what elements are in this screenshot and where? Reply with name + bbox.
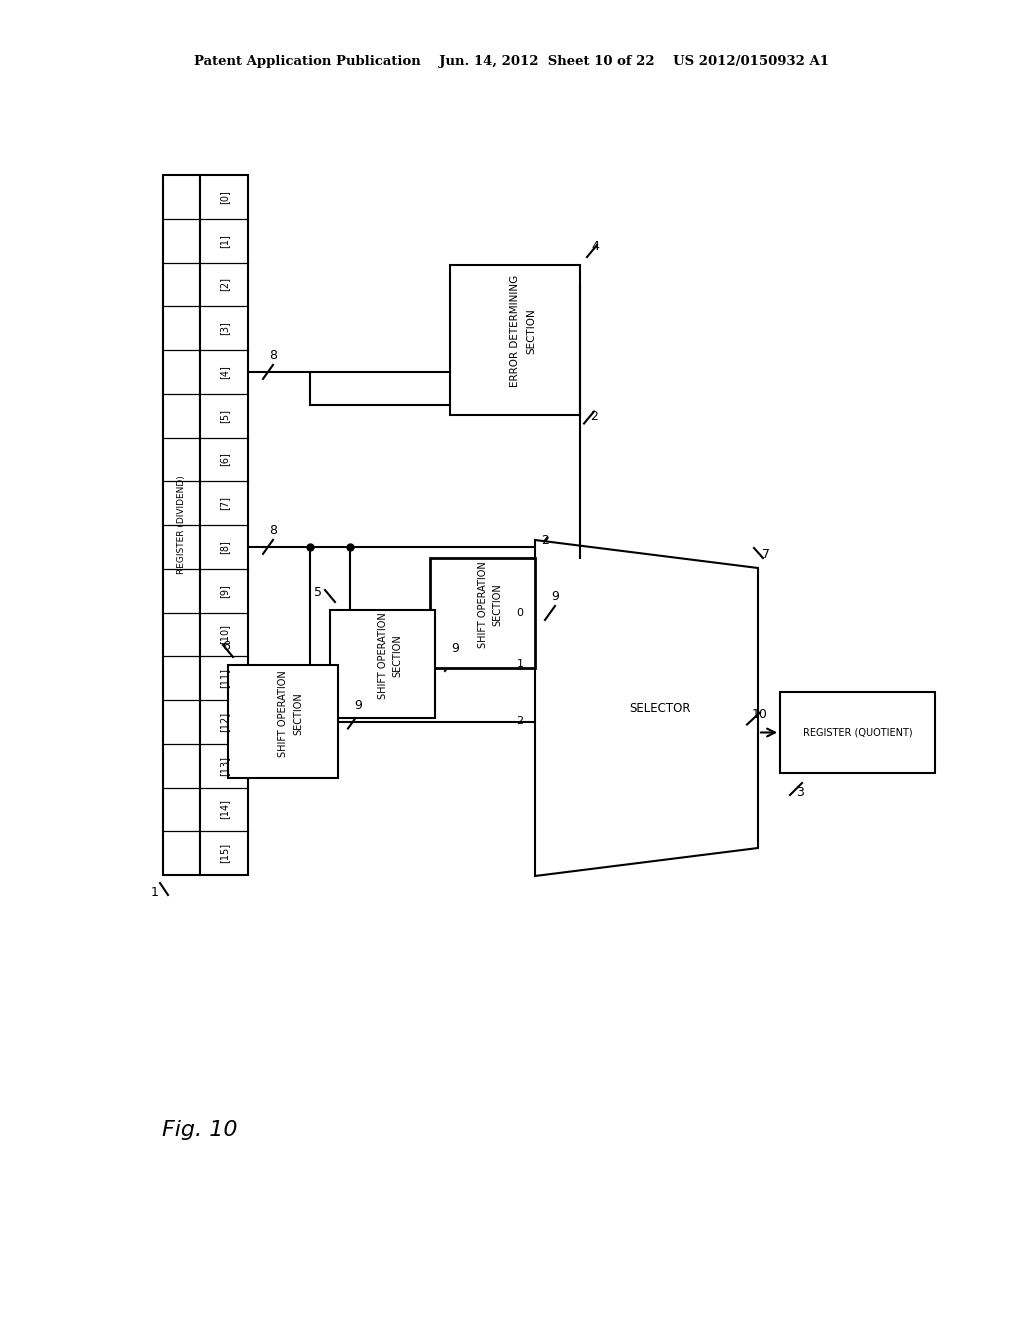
Text: 6: 6 (222, 640, 230, 653)
Text: SECTION: SECTION (526, 308, 536, 354)
Text: SHIFT OPERATION: SHIFT OPERATION (278, 671, 288, 756)
Text: [0]: [0] (219, 190, 229, 203)
Text: Patent Application Publication    Jun. 14, 2012  Sheet 10 of 22    US 2012/01509: Patent Application Publication Jun. 14, … (195, 55, 829, 69)
Text: SELECTOR: SELECTOR (630, 701, 691, 714)
Bar (780, 692, 935, 774)
Text: 3: 3 (796, 787, 804, 800)
Text: 9: 9 (354, 700, 361, 711)
Text: SHIFT OPERATION: SHIFT OPERATION (477, 561, 487, 648)
Text: [12]: [12] (219, 711, 229, 731)
Bar (200, 176, 248, 875)
Text: 1: 1 (516, 659, 523, 669)
Text: 2: 2 (541, 533, 549, 546)
Text: 1: 1 (152, 887, 159, 899)
Text: 9: 9 (551, 590, 559, 603)
Text: REGISTER (DIVIDEND): REGISTER (DIVIDEND) (177, 475, 186, 574)
Bar (228, 665, 338, 777)
Text: SECTION: SECTION (493, 583, 503, 627)
Text: [8]: [8] (219, 540, 229, 554)
Text: [14]: [14] (219, 800, 229, 820)
Text: 5: 5 (314, 586, 322, 598)
Bar (330, 610, 435, 718)
Text: [9]: [9] (219, 583, 229, 598)
Text: 10: 10 (752, 708, 768, 721)
Bar (430, 558, 535, 668)
Text: [4]: [4] (219, 364, 229, 379)
Text: [2]: [2] (219, 277, 229, 292)
Text: [5]: [5] (219, 409, 229, 422)
Text: SECTION: SECTION (293, 692, 303, 735)
Bar (163, 176, 200, 875)
Text: 0: 0 (516, 609, 523, 618)
Text: [3]: [3] (219, 321, 229, 335)
Text: 2: 2 (590, 411, 598, 422)
Text: SECTION: SECTION (392, 635, 402, 677)
Text: 4: 4 (591, 240, 599, 253)
Text: SHIFT OPERATION: SHIFT OPERATION (378, 612, 387, 700)
Bar (450, 265, 580, 414)
Text: REGISTER (QUOTIENT): REGISTER (QUOTIENT) (803, 727, 912, 738)
Text: 8: 8 (269, 350, 278, 363)
Text: [6]: [6] (219, 453, 229, 466)
Text: ERROR DETERMINING: ERROR DETERMINING (510, 275, 520, 387)
Text: Fig. 10: Fig. 10 (162, 1119, 238, 1140)
Text: [11]: [11] (219, 668, 229, 688)
Text: 7: 7 (762, 549, 770, 561)
Text: [10]: [10] (219, 624, 229, 644)
Text: [13]: [13] (219, 755, 229, 776)
Text: 2: 2 (516, 717, 523, 726)
Text: [7]: [7] (219, 496, 229, 510)
Text: [1]: [1] (219, 234, 229, 248)
Text: [15]: [15] (219, 843, 229, 863)
Polygon shape (535, 540, 758, 876)
Text: 9: 9 (451, 642, 459, 655)
Text: 8: 8 (269, 524, 278, 537)
